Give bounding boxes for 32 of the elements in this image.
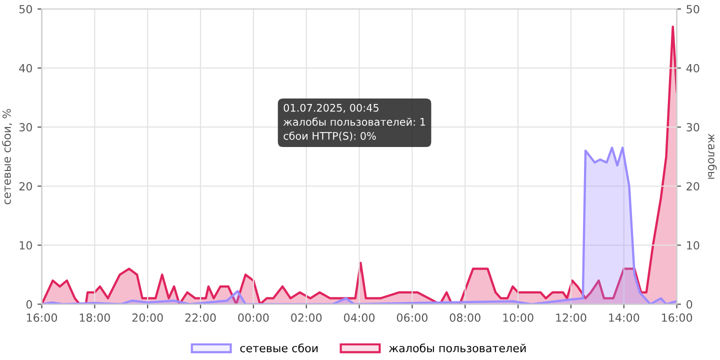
annotation: жалобы пользователей: 1 [283,118,426,126]
x-tick-label: 08:00 [450,313,480,322]
annotation: 01.07.2025, 00:45 [284,104,378,113]
y-tick-label: 50 [19,4,32,14]
x-tick-label: 04:00 [344,313,375,322]
y-tick-label: 10 [20,241,32,250]
legend-label: сетевые сбои [240,344,318,352]
annotation: сбои HTTP(S): 0% [284,132,376,142]
y2-tick-label: 30 [686,123,700,132]
x-tick-label: 06:00 [396,313,428,322]
x-tick-label: 14:00 [609,313,640,322]
y2-axis-title: жалобы [708,134,717,179]
legend-label: жалобы пользователей [388,344,526,352]
y-tick-label: 30 [19,123,32,132]
x-tick-label: 00:00 [238,313,269,322]
x-tick-label: 02:00 [291,313,322,322]
x-tick-label: 22:00 [185,313,216,322]
x-tick-label: 16:00 [26,313,58,322]
y-tick-label: 20 [19,182,32,190]
y2-tick-label: 20 [686,182,700,190]
y2-tick-label: 0 [686,300,692,309]
x-tick-label: 20:00 [132,313,163,322]
y2-tick-label: 40 [686,64,700,72]
x-tick-label: 18:00 [80,313,110,322]
x-tick-label: 10:00 [503,313,534,322]
y-tick-label: 0 [26,300,32,309]
x-tick-label: 12:00 [556,313,586,322]
y-tick-label: 40 [19,64,32,72]
y2-tick-label: 50 [686,4,700,14]
y-axis-title: сетевые сбои, % [2,108,12,204]
y2-tick-label: 10 [687,241,700,250]
x-tick-label: 16:00 [662,313,692,322]
